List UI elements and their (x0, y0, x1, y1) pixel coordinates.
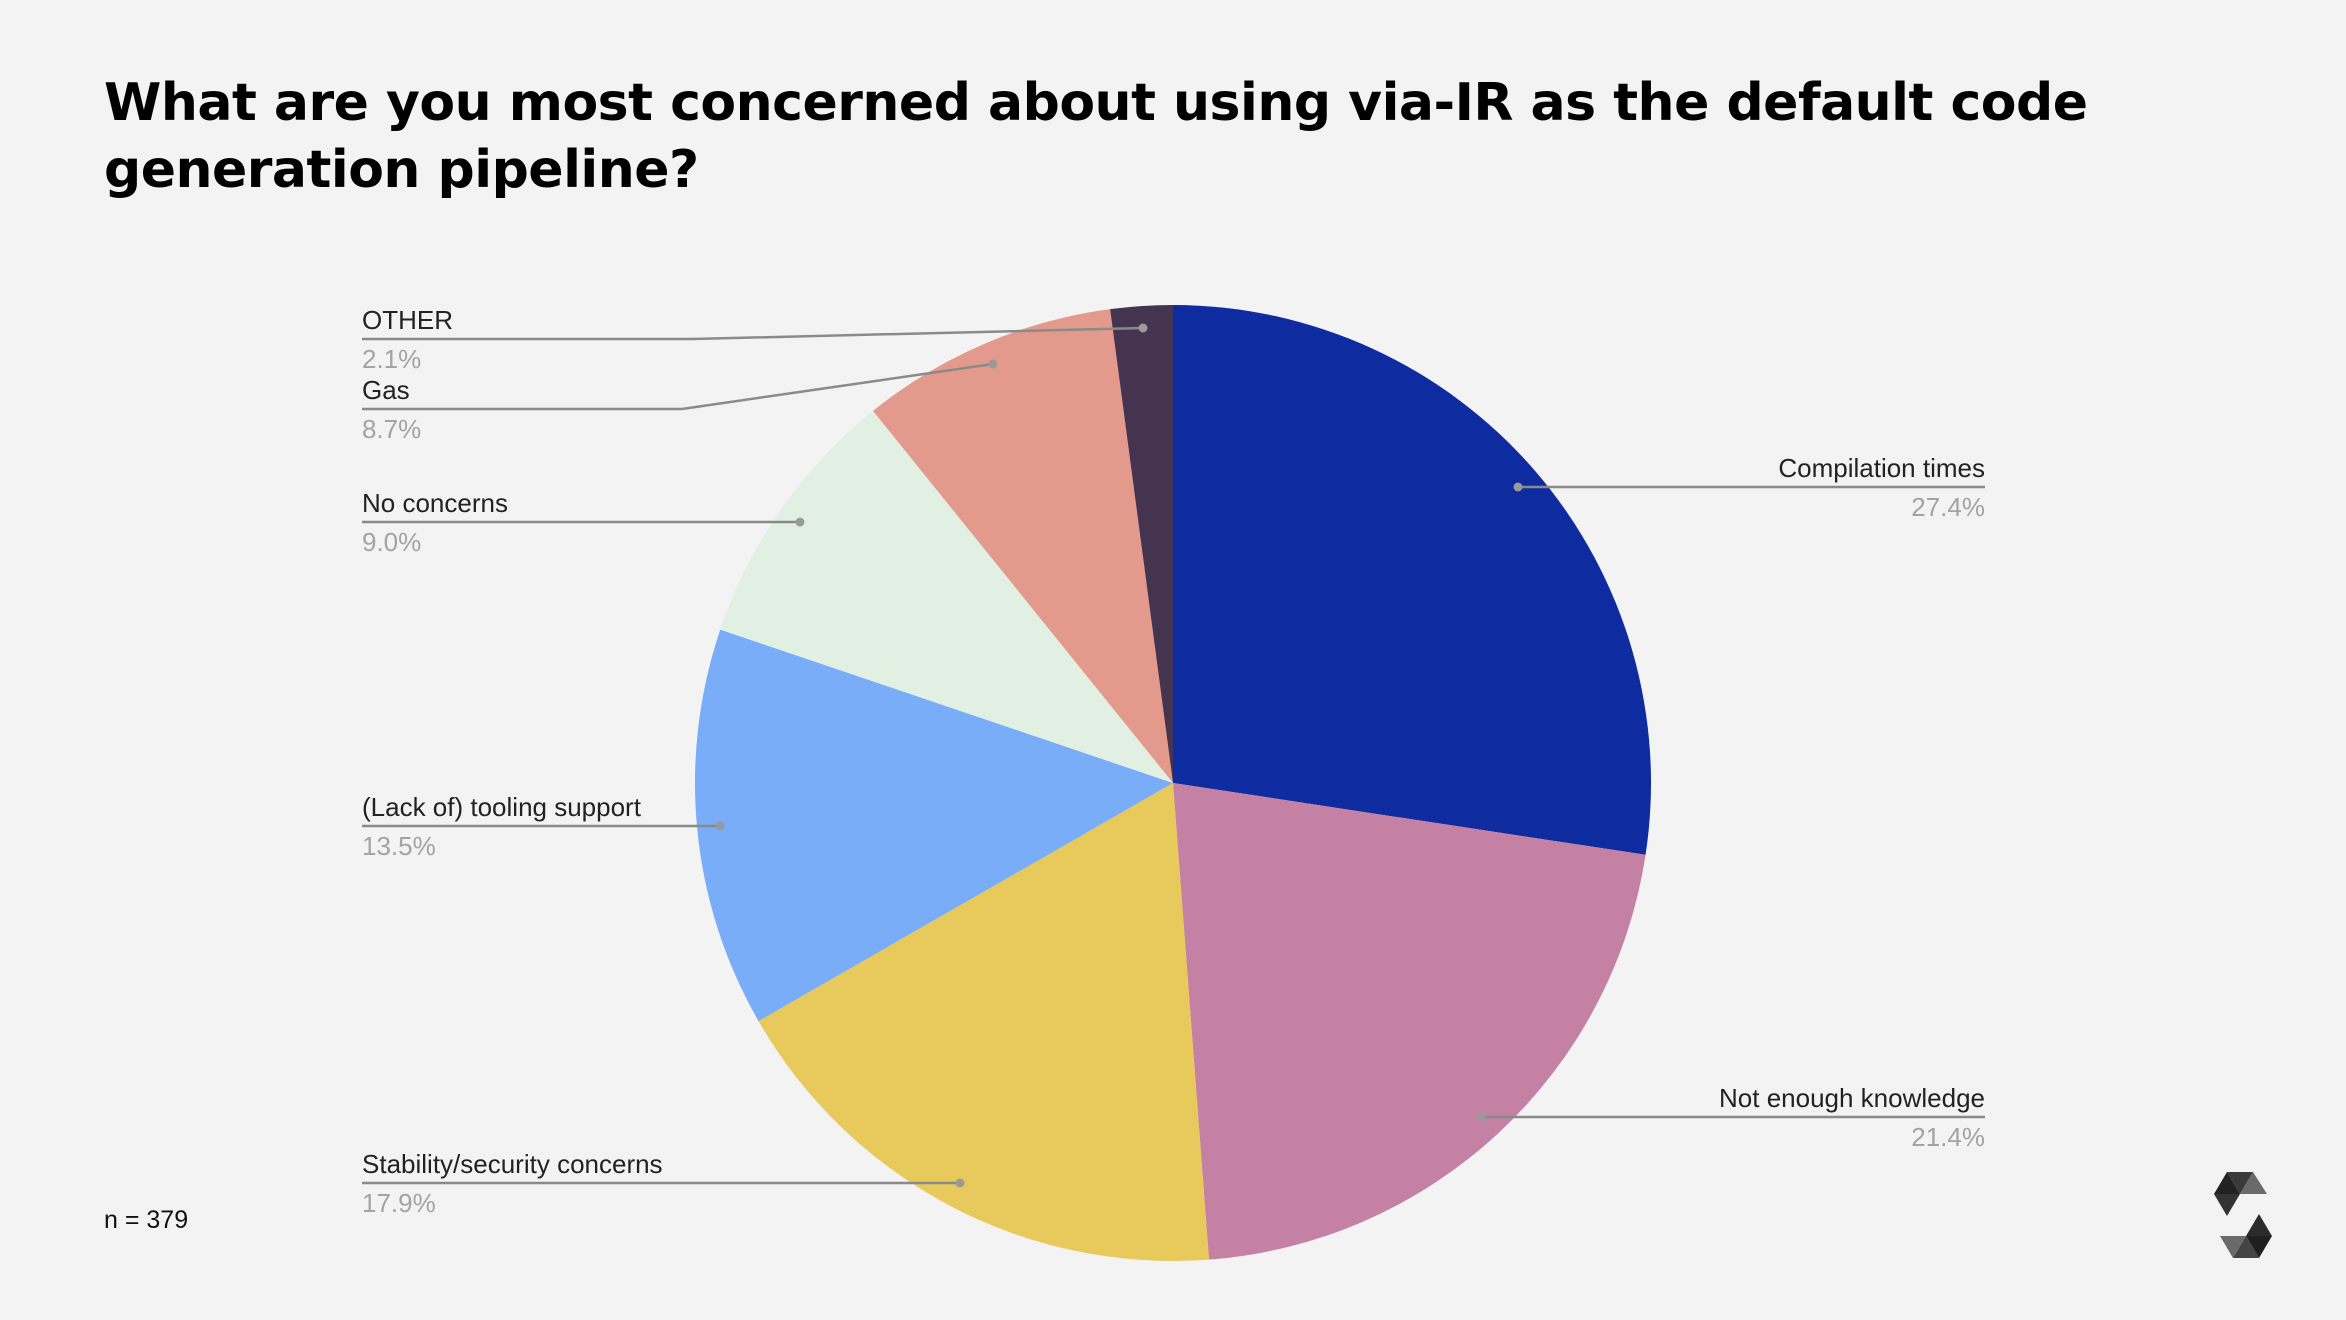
leader-dot (715, 821, 725, 831)
pie-slice-compilation-times (1173, 305, 1652, 855)
leader-dot (795, 517, 805, 527)
leader-dot (1138, 323, 1148, 333)
leader-dot (955, 1178, 965, 1188)
sample-size-note: n = 379 (104, 1206, 189, 1234)
callout: Stability/security concerns 17.9% (362, 1149, 965, 1218)
pie-slices (694, 305, 1652, 1261)
callout-label: (Lack of) tooling support (362, 792, 642, 822)
callout-percent: 13.5% (362, 831, 436, 861)
pie-slice-gas (872, 309, 1173, 783)
pie-slice-not-enough-knowledge (1173, 783, 1646, 1260)
callout-percent: 17.9% (362, 1188, 436, 1218)
callout-percent: 9.0% (362, 527, 421, 557)
leader-line (362, 326, 1144, 341)
callout-label: Stability/security concerns (362, 1149, 663, 1179)
callout-percent: 21.4% (1911, 1122, 1985, 1152)
pie-slice-other (1110, 305, 1173, 783)
leader-dot (988, 359, 998, 369)
callout-label: OTHER (362, 305, 453, 335)
callout: OTHER 2.1% (362, 305, 1148, 374)
pie-slice-no-concerns (720, 410, 1173, 783)
callout: (Lack of) tooling support 13.5% (362, 792, 725, 861)
callout-percent: 27.4% (1911, 492, 1985, 522)
leader-dot (1513, 482, 1523, 492)
callout-label: Not enough knowledge (1719, 1083, 1985, 1113)
pie-slice-stability-security-concerns (758, 783, 1210, 1261)
solidity-logo-icon (2214, 1172, 2272, 1258)
leader-line (362, 362, 994, 411)
callout: No concerns 9.0% (362, 488, 805, 557)
pie-callouts: Compilation times 27.4% Not enough knowled… (362, 305, 1985, 1218)
pie-slice-lack-of-tooling-support (694, 629, 1173, 1022)
callout-percent: 2.1% (362, 344, 421, 374)
leader-dot (1476, 1112, 1486, 1122)
callout-label: Gas (362, 375, 410, 405)
callout: Not enough knowledge 21.4% (1476, 1083, 1985, 1152)
callout: Gas 8.7% (362, 359, 998, 444)
callout-percent: 8.7% (362, 414, 421, 444)
chart-title: What are you most concerned about using … (104, 73, 2088, 200)
callout-label: No concerns (362, 488, 508, 518)
callout-label: Compilation times (1778, 453, 1985, 483)
callout: Compilation times 27.4% (1513, 453, 1985, 522)
